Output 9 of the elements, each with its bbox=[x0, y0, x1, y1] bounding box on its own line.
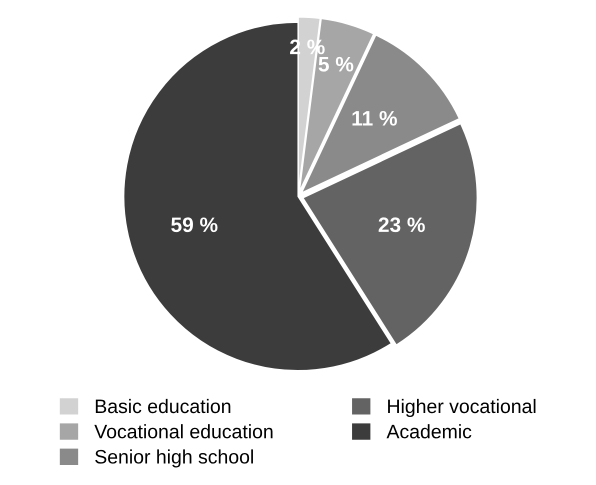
legend-label: Vocational education bbox=[94, 424, 272, 438]
legend-label: Higher vocational bbox=[388, 398, 536, 418]
data-label: 5 % bbox=[318, 56, 354, 72]
legend-label: Senior high school bbox=[95, 449, 253, 468]
data-label: 11 % bbox=[352, 110, 397, 126]
data-label: 23 % bbox=[378, 217, 425, 232]
legend-label: Basic education bbox=[96, 398, 230, 414]
legend-label: Academic bbox=[386, 424, 472, 438]
data-label: 59 % bbox=[171, 217, 218, 232]
